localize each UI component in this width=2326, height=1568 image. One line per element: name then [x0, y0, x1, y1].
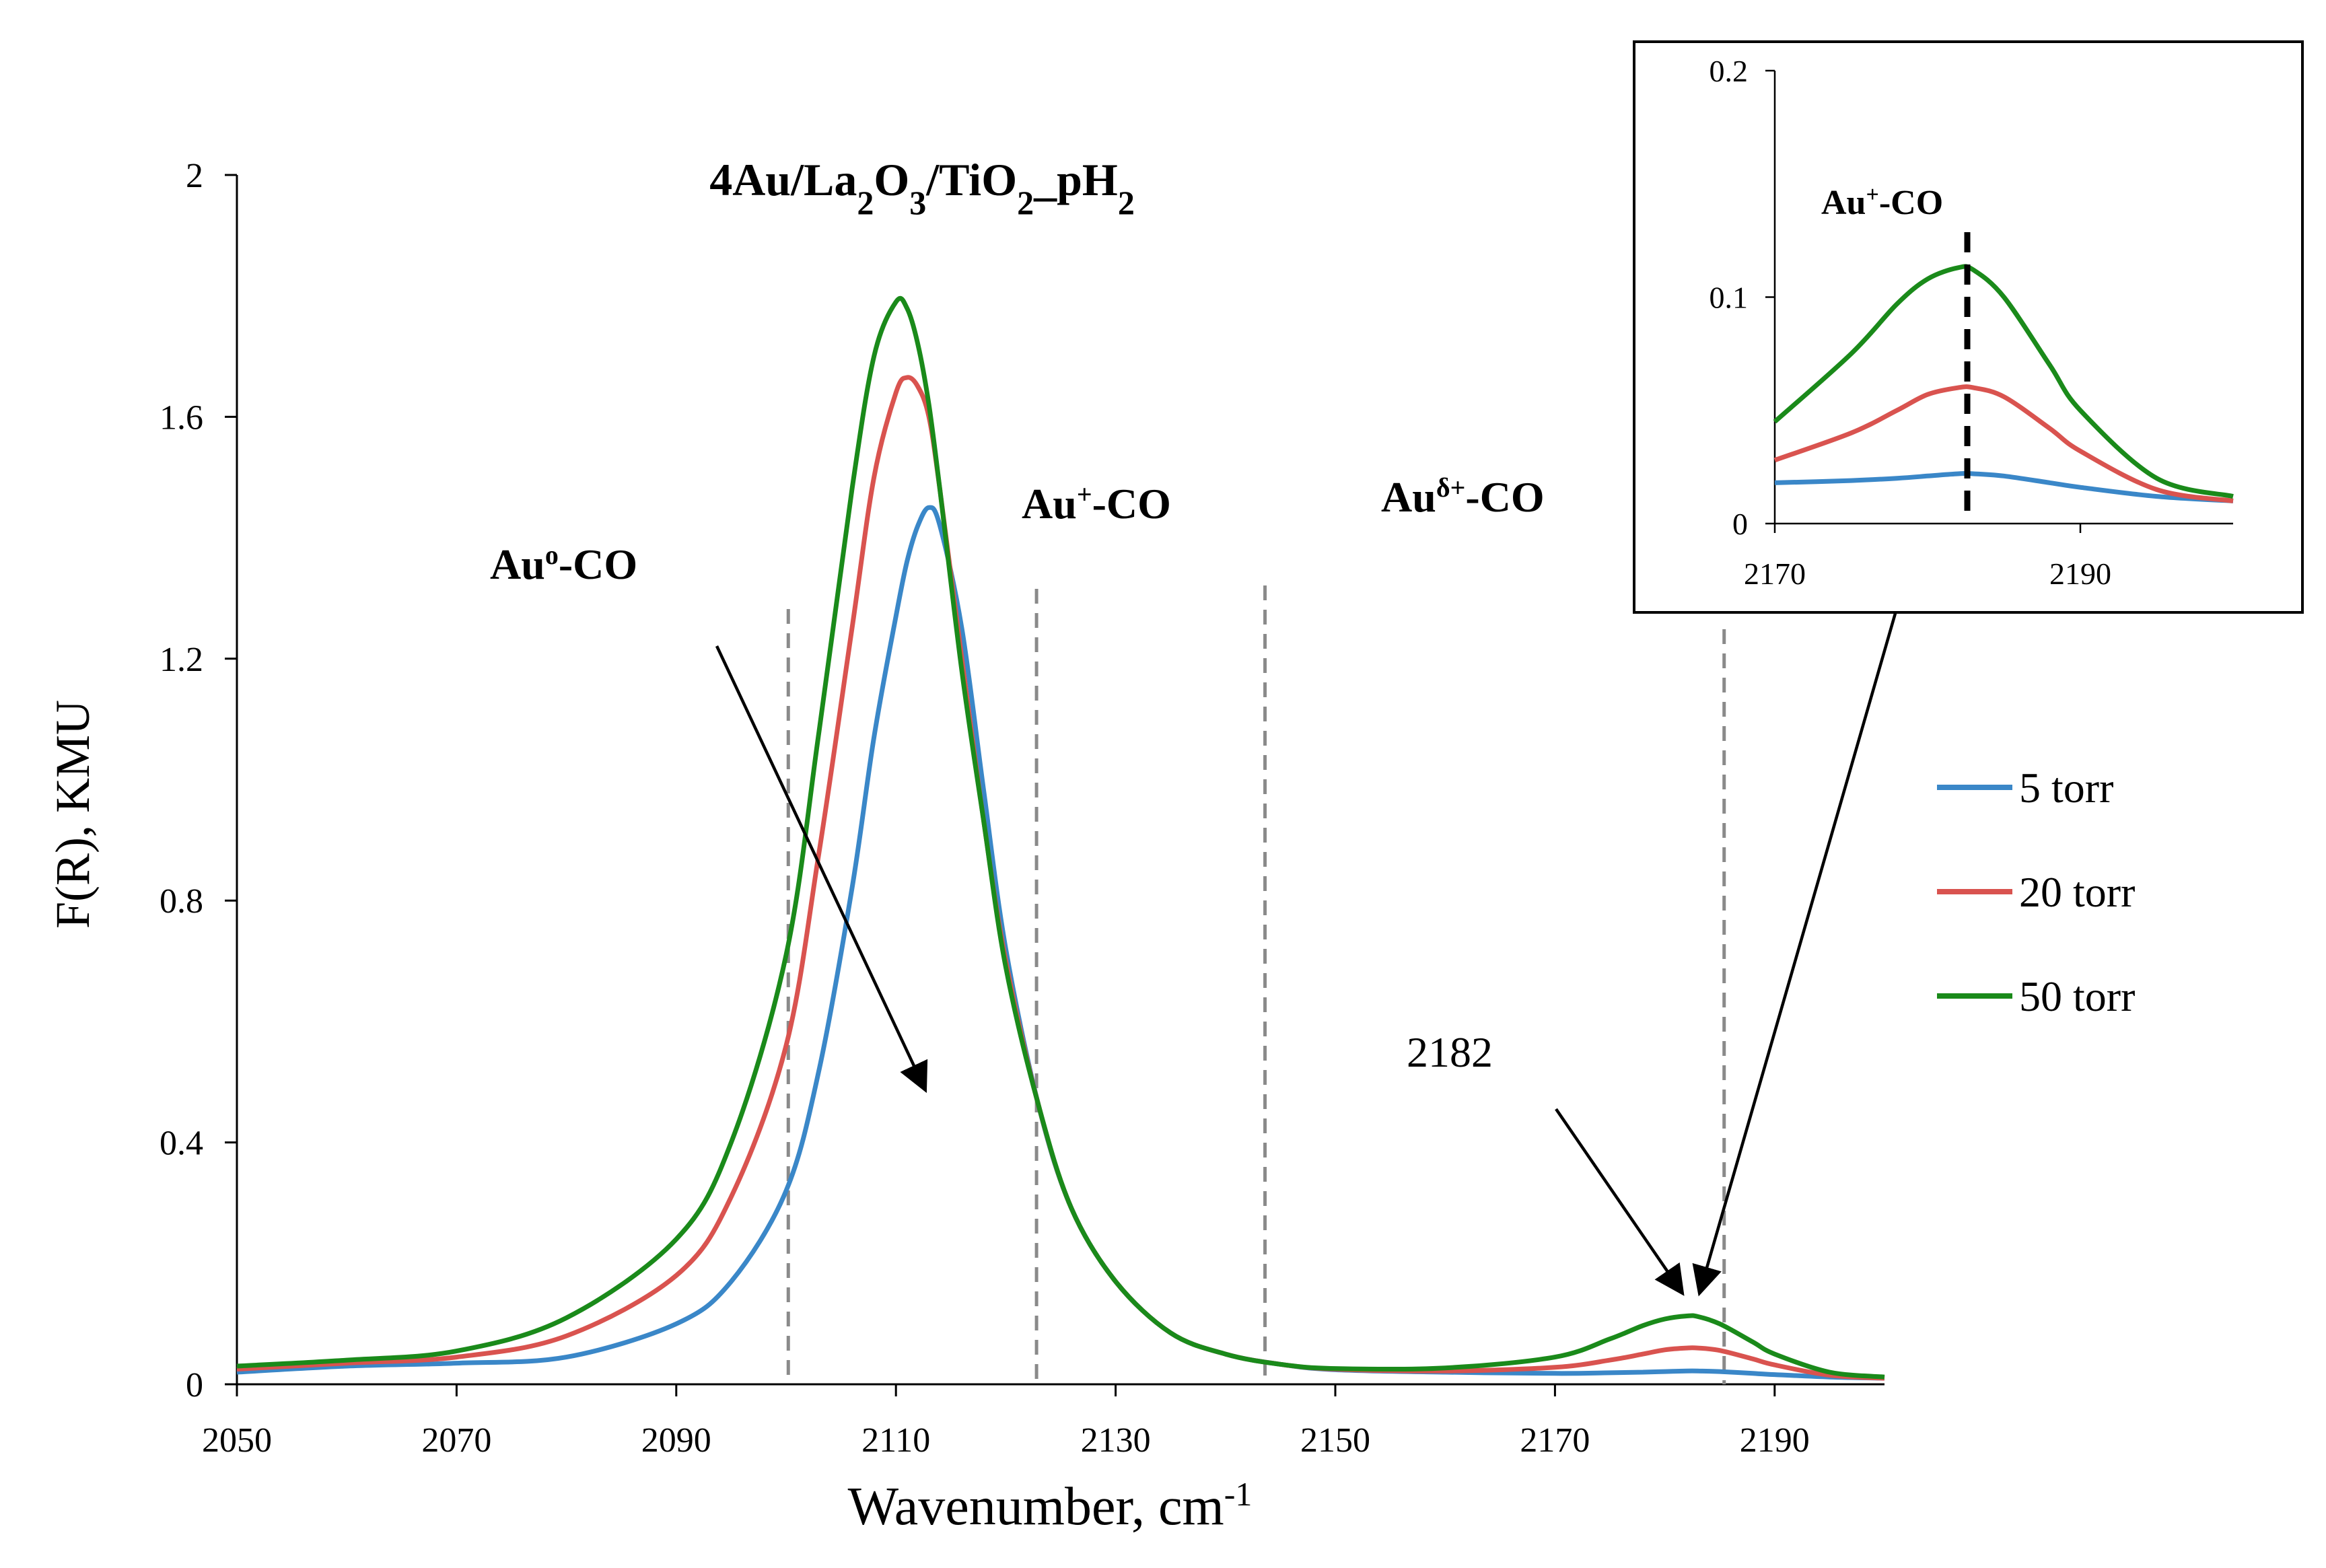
y-tick-label: 0.8: [160, 882, 203, 921]
x-tick-label: 2070: [421, 1421, 491, 1460]
annotation-au-delta-co: Auδ+-CO: [1381, 472, 1545, 522]
inset-frame: [1633, 40, 2304, 614]
inset-y-tick-label: 0.2: [1710, 54, 1749, 88]
legend-label-5-torr: 5 torr: [2019, 764, 2113, 812]
reference-lines: [786, 585, 1726, 1384]
x-tick-label: 2190: [1740, 1421, 1810, 1460]
y-tick-label: 0.4: [160, 1125, 203, 1163]
series-line-50-torr: [236, 296, 1885, 1380]
inset-series-line-20-torr: [1773, 384, 2234, 503]
inset-x-tick-label: 2170: [1744, 557, 1806, 591]
x-tick-label: 2110: [861, 1421, 930, 1460]
y-tick-label: 0: [186, 1366, 203, 1404]
inset-series-group: [1773, 264, 2234, 503]
x-tick-label: 2130: [1081, 1421, 1151, 1460]
legend: 5 torr 20 torr 50 torr: [1937, 764, 2135, 1020]
inset-annotation-au-plus-co: Au+-CO: [1821, 182, 1943, 223]
inset-y-tick-label: 0: [1732, 507, 1748, 541]
legend-label-20-torr: 20 torr: [2019, 868, 2135, 916]
inset-series-line-50-torr: [1773, 264, 2234, 499]
annotation-au-plus-co: Au+-CO: [1022, 479, 1171, 528]
y-tick-label: 1.2: [160, 641, 203, 679]
legend-label-50-torr: 50 torr: [2019, 972, 2135, 1020]
main-axes: 0 0.4 0.8 1.2 1.6 2 2050 2070 2090 2110 2130 2150 21…: [160, 157, 1884, 1460]
inset-series-line-5-torr: [1774, 471, 2234, 503]
x-tick-label: 2090: [641, 1421, 711, 1460]
annotation-2182: 2182: [1407, 1028, 1493, 1076]
x-tick-label: 2170: [1520, 1421, 1590, 1460]
chart-title: 4Au/La2O3/TiO2_pH2: [709, 154, 1135, 221]
arrow-2182: [1555, 1108, 1685, 1296]
series-line-5-torr: [236, 505, 1885, 1381]
inset-axes: 0 0.1 0.2 2170 2190: [1710, 54, 2233, 591]
x-tick-label: 2150: [1300, 1421, 1370, 1460]
main-series-group: [236, 296, 1885, 1381]
arrow-au0-co: [715, 645, 928, 1094]
y-tick-label: 2: [186, 157, 203, 195]
arrow-inset: [1692, 580, 1907, 1297]
y-tick-label: 1.6: [160, 398, 203, 437]
inset-y-tick-label: 0.1: [1710, 281, 1749, 315]
annotation-au0-co: Auo-CO: [490, 540, 637, 589]
x-tick-label: 2050: [202, 1421, 272, 1460]
x-axis-label: Wavenumber, cm-1: [848, 1475, 1253, 1536]
y-axis-label: F(R), KMU: [46, 700, 100, 929]
inset-x-tick-label: 2190: [2049, 557, 2111, 591]
inset-chart: 0 0.1 0.2 2170 2190 Au+-CO: [1633, 40, 2304, 614]
